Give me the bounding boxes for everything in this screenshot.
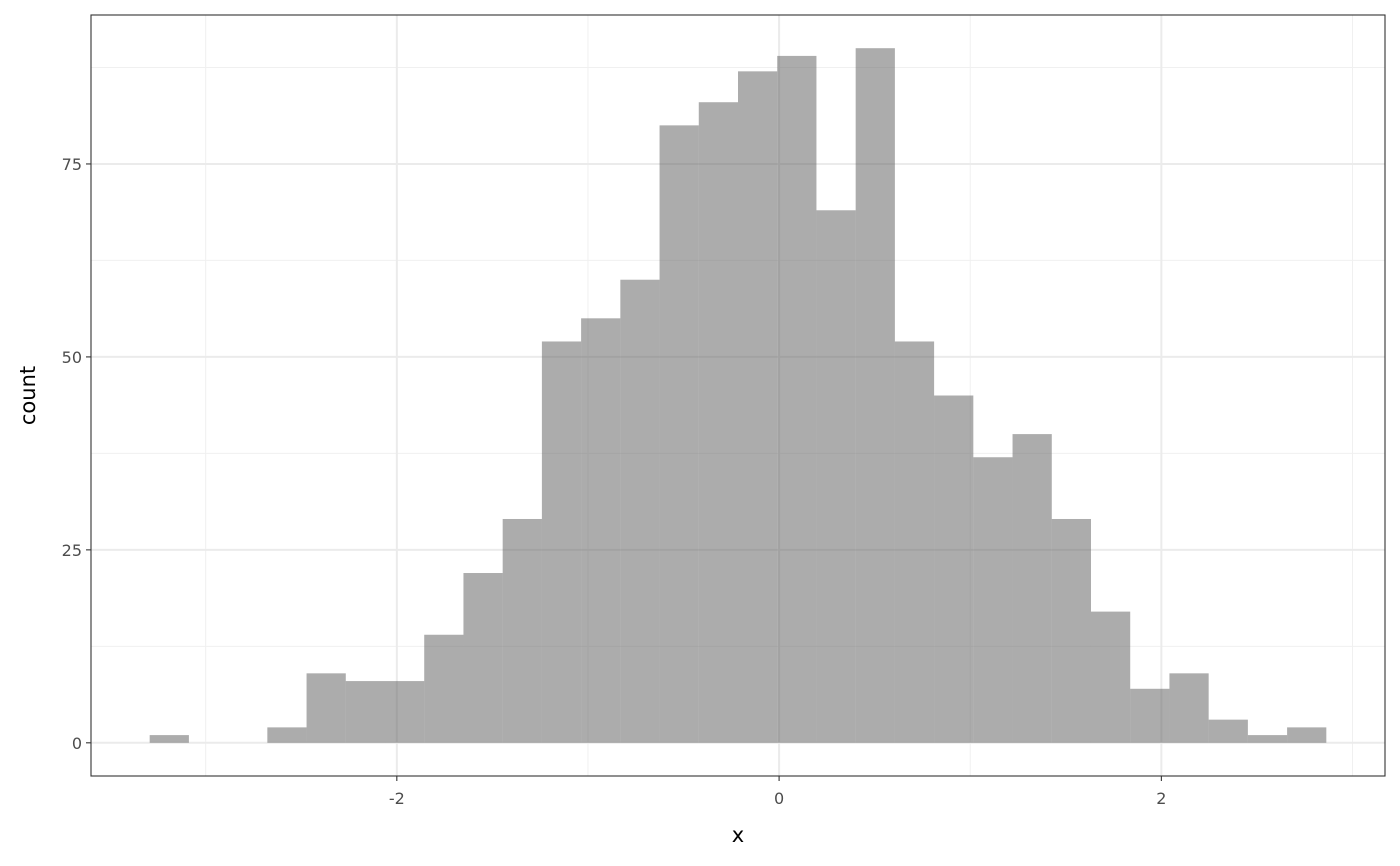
histogram-bar <box>777 55 817 743</box>
x-tick-label: -2 <box>389 789 405 808</box>
x-tick-label: 2 <box>1156 789 1166 808</box>
bars <box>149 48 1327 743</box>
histogram-bar <box>816 210 856 743</box>
histogram-bar <box>306 673 346 743</box>
histogram-bar <box>1130 688 1170 743</box>
y-tick-label: 25 <box>62 541 82 560</box>
histogram-bar <box>1012 434 1052 743</box>
histogram-bar <box>855 48 895 743</box>
histogram-bar <box>149 735 189 743</box>
histogram-bar <box>541 341 582 743</box>
x-axis: -2 0 2 <box>389 776 1166 808</box>
histogram-bar <box>1090 611 1131 743</box>
histogram-bar <box>463 573 503 743</box>
histogram-bar <box>894 341 935 743</box>
histogram-bar <box>1247 735 1288 743</box>
histogram-bar <box>1287 727 1327 743</box>
y-tick-label: 0 <box>72 734 82 753</box>
y-tick-label: 75 <box>62 155 82 174</box>
histogram-bar <box>267 727 307 743</box>
histogram-bar <box>581 318 621 743</box>
histogram-bar <box>502 518 542 743</box>
histogram-bar <box>934 395 974 743</box>
histogram-bar <box>1051 518 1091 743</box>
panel-border <box>90 14 1386 777</box>
y-axis: 0 25 50 75 <box>62 155 91 753</box>
histogram-bar <box>1169 673 1209 743</box>
histogram-bar <box>385 681 425 743</box>
histogram-bar <box>659 125 699 743</box>
histogram-bar <box>1208 719 1248 743</box>
histogram-bar <box>345 681 386 743</box>
histogram-bar <box>620 279 660 743</box>
histogram-bar <box>698 102 738 743</box>
y-axis-title: count <box>16 366 40 425</box>
histogram-bar <box>973 457 1013 743</box>
histogram-bar <box>738 71 778 743</box>
histogram-bar <box>424 634 464 743</box>
x-axis-title: x <box>732 823 744 847</box>
x-tick-label: 0 <box>774 789 784 808</box>
y-tick-label: 50 <box>62 348 82 367</box>
